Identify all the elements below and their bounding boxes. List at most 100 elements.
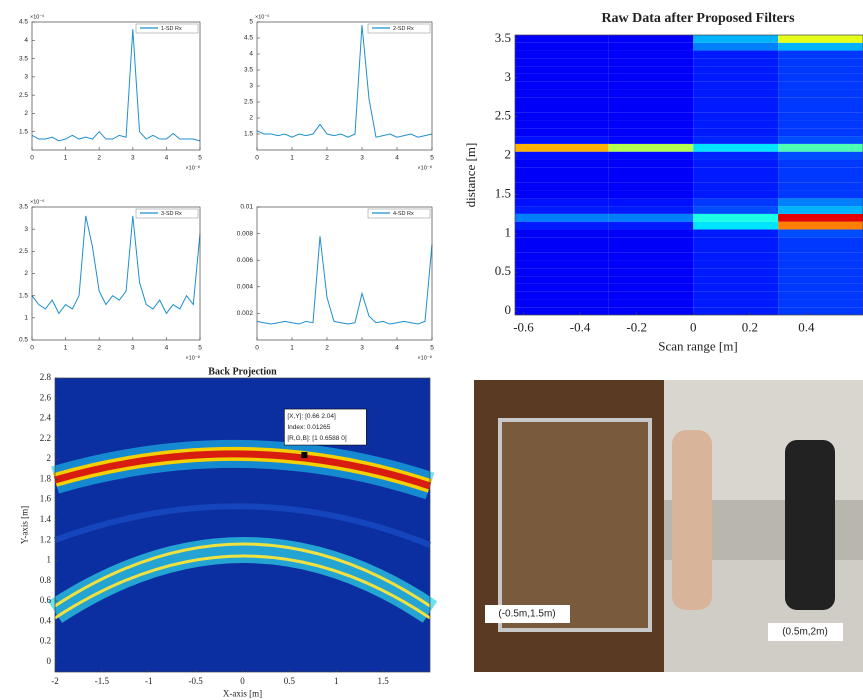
heatmap-cell [778, 307, 863, 315]
x-tick-label: 5 [198, 155, 202, 162]
heatmap-cell [608, 283, 694, 292]
heatmap-cell [608, 175, 694, 183]
y-tick-label: 2.5 [495, 108, 511, 123]
y-tick-label: 1.5 [244, 131, 253, 138]
photo-label: (0.5m,2m) [782, 627, 828, 638]
heatmap-cell [693, 112, 779, 121]
heatmap-cell [778, 159, 863, 168]
heatmap-cell [515, 276, 609, 284]
x-tick-label: 2 [97, 155, 101, 162]
x-tick-label: -0.6 [513, 320, 534, 335]
arc-core [54, 450, 432, 490]
heatmap-cell [693, 198, 779, 207]
heatmap-cell [693, 136, 779, 144]
heatmap-cell [693, 229, 779, 238]
heatmap-cell [515, 105, 609, 113]
heatmap-cell [515, 291, 609, 300]
arc-faint [53, 503, 432, 548]
heatmap-cell [608, 268, 694, 277]
heatmap-cell [515, 268, 609, 277]
x-tick-label: 2 [325, 345, 329, 352]
heatmap-cell [693, 66, 779, 74]
heatmap-cell [693, 159, 779, 168]
y-tick-label: 2 [249, 115, 253, 122]
heatmap-cell [693, 81, 779, 90]
y-tick-label: 4 [24, 37, 28, 44]
heatmap-cell [693, 276, 779, 284]
heatmap-cell [608, 42, 694, 51]
y-tick-label: 2 [505, 147, 512, 162]
arc [54, 554, 431, 620]
y-tick-label: 3 [24, 74, 28, 81]
heatmap-cell [693, 120, 779, 129]
y-tick-label: 0.5 [19, 337, 28, 344]
heatmap-cell [608, 245, 694, 253]
heatmap-cell [778, 151, 863, 160]
x-tick-label: -2 [51, 676, 59, 686]
heatmap-cell [778, 291, 863, 300]
heatmap-cell [693, 182, 779, 191]
y-tick-label: 3.5 [495, 30, 511, 45]
arc-glow [47, 537, 438, 623]
heatmap-cell [515, 283, 609, 292]
heatmap-cell [608, 276, 694, 284]
plot-area [257, 22, 432, 150]
heatmap-cell [608, 159, 694, 168]
person [785, 440, 835, 610]
y-tick-label: 2 [24, 270, 28, 277]
heatmap-cell [608, 291, 694, 300]
x-tick-label: 0 [690, 320, 697, 335]
heatmap-cell [515, 190, 609, 199]
y-tick-label: 2.6 [40, 392, 52, 402]
heatmap-cell [515, 112, 609, 121]
axes-frame [31, 21, 201, 151]
heatmap-cell [608, 182, 694, 191]
label-box [485, 605, 570, 623]
x-tick-label: 4 [165, 155, 169, 162]
x-multiplier: ×10⁻⁸ [417, 354, 432, 361]
heatmap-cell [693, 245, 779, 253]
heatmap-cell [608, 307, 694, 315]
heatmap-cell [693, 73, 779, 82]
x-tick-label: 1.5 [378, 676, 390, 686]
heatmap-cell [515, 50, 609, 59]
y-tick-label: 4 [249, 51, 253, 58]
photo-label: (-0.5m,1.5m) [498, 609, 555, 620]
y-tick-label: 1.5 [19, 128, 28, 135]
y-tick-label: 0.006 [237, 257, 254, 264]
y-tick-label: 0.01 [240, 204, 253, 211]
mannequin [672, 430, 712, 610]
heatmap-cell [608, 112, 694, 121]
heatmap-cell [608, 73, 694, 82]
x-tick-label: -0.4 [570, 320, 591, 335]
heatmap-cell [778, 112, 863, 121]
x-tick-label: 0.4 [798, 320, 815, 335]
heatmap-cell [778, 276, 863, 284]
heatmap-cell [693, 167, 779, 175]
heatmap-cell [608, 151, 694, 160]
y-tick-label: 0.004 [237, 284, 254, 291]
heatmap-cell [608, 206, 694, 214]
heatmap-cell [693, 283, 779, 292]
x-tick-label: 0 [255, 155, 259, 162]
heatmap-cell [778, 229, 863, 238]
y-tick-label: 1.8 [40, 473, 52, 483]
x-tick-label: -1 [145, 676, 153, 686]
heatmap-cell [778, 143, 863, 152]
y-tick-label: 2.2 [40, 433, 51, 443]
heatmap-cell [778, 42, 863, 51]
legend-label: 4-SD Rx [393, 211, 414, 217]
axes-frame [256, 206, 433, 341]
heatmap-cell [515, 120, 609, 129]
heatmap-cell [608, 136, 694, 144]
legend-box [367, 208, 431, 219]
y-tick-label: 5 [249, 19, 253, 26]
heatmap-cell [608, 120, 694, 129]
heatmap-cell [778, 73, 863, 82]
heatmap-cell [515, 237, 609, 245]
data-line [256, 236, 433, 325]
x-tick-label: -1.5 [95, 676, 110, 686]
y-tick-label: 4.5 [244, 35, 253, 42]
heatmap-cell [778, 105, 863, 113]
plot-area [32, 22, 200, 150]
